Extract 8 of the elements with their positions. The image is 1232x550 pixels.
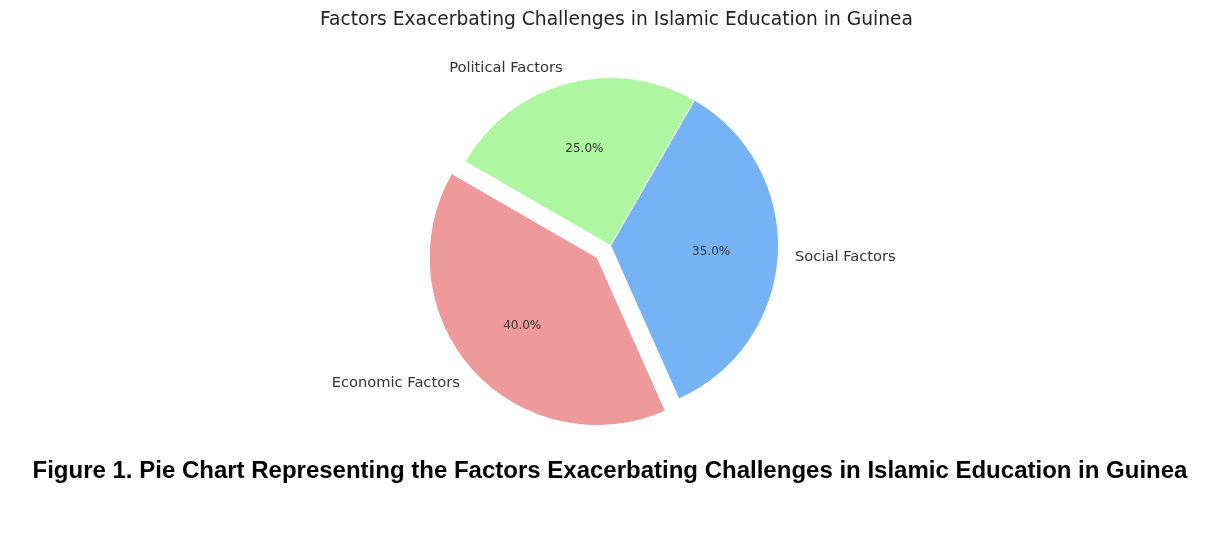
caption: Figure 1. Pie Chart Representing the Factors Exacerbating Challenges in Islamic Education in Guinea xyxy=(31,455,1189,485)
data-label: 25.0% xyxy=(565,141,604,156)
chart-title: Factors Exacerbating Challenges in Islamic Education in Guinea xyxy=(320,8,913,29)
slice-label: Social Factors xyxy=(795,246,896,264)
slice-label: Political Factors xyxy=(449,58,563,76)
slice-label: Economic Factors xyxy=(331,372,460,390)
data-label: 40.0% xyxy=(503,317,542,332)
data-label: 35.0% xyxy=(692,243,731,258)
